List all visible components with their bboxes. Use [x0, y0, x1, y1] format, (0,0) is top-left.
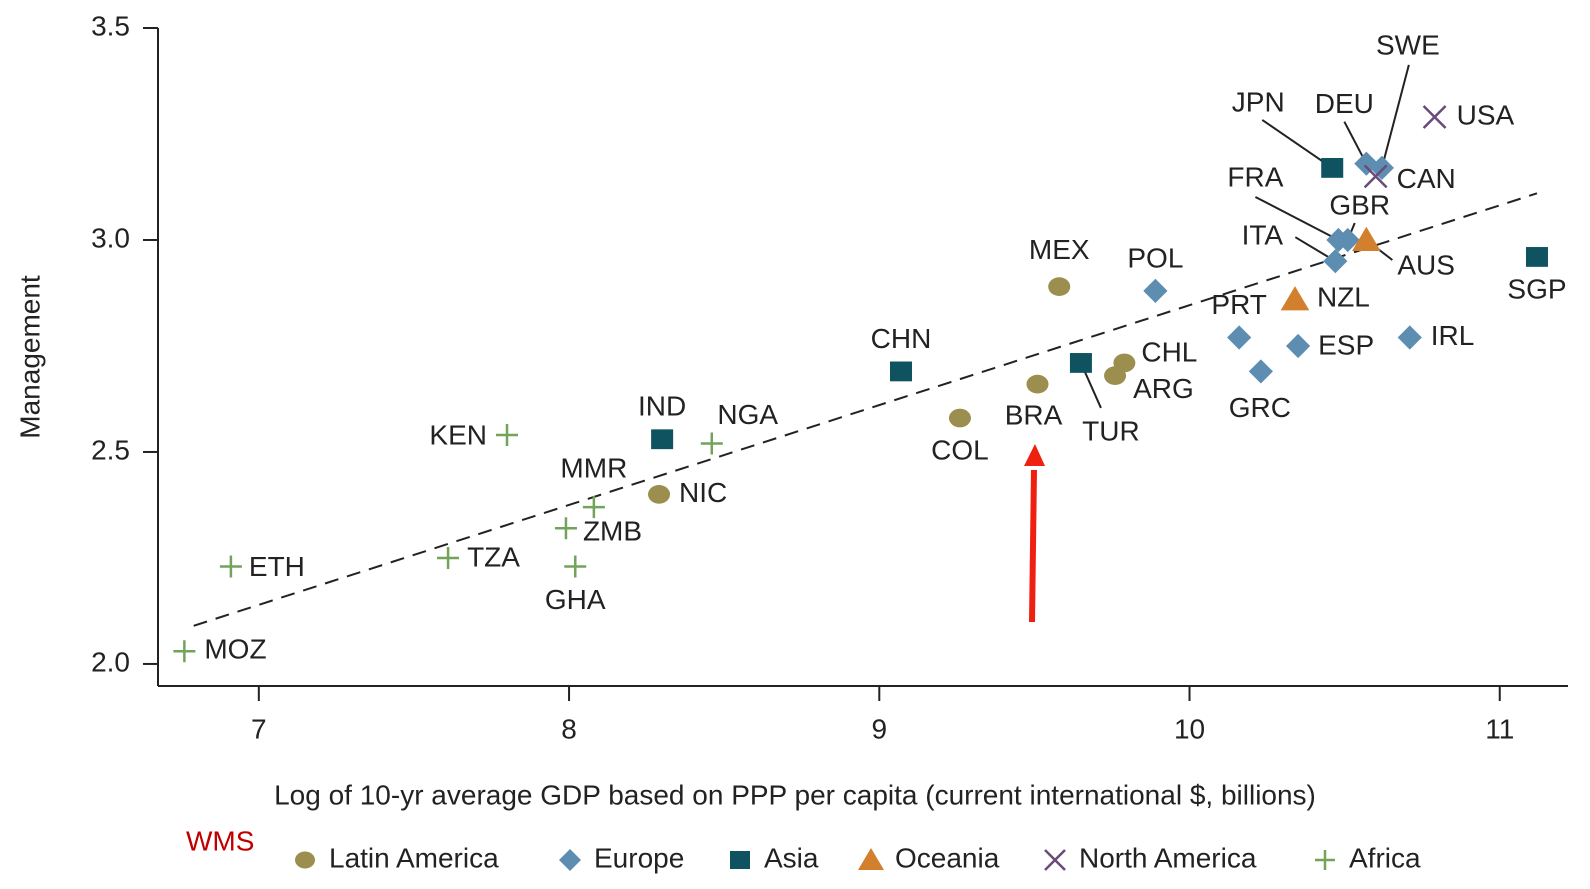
point-label: SWE [1376, 29, 1440, 60]
point [1352, 226, 1381, 251]
x-tick-label: 10 [1174, 713, 1205, 744]
point-label: NZL [1317, 282, 1370, 313]
x-tick-label: 9 [871, 713, 887, 744]
point [564, 555, 587, 578]
point-label: IRL [1431, 320, 1475, 351]
point-label: PRT [1211, 289, 1267, 320]
leader-line [1261, 119, 1333, 169]
legend-marker [730, 851, 750, 869]
y-tick-label: 3.0 [91, 222, 130, 253]
point-label: COL [931, 434, 989, 465]
point-label: ZMB [583, 516, 642, 547]
point-label: KEN [429, 419, 487, 450]
legend-label: Latin America [329, 842, 499, 873]
point [1397, 325, 1422, 350]
point-label: GHA [545, 584, 606, 615]
point-label: AUS [1397, 249, 1455, 280]
point [1143, 278, 1168, 303]
point-label: SGP [1507, 273, 1566, 304]
point [1525, 247, 1548, 267]
point [554, 517, 577, 540]
point [1321, 158, 1344, 178]
point [1026, 374, 1049, 394]
point [890, 361, 913, 382]
point [948, 408, 971, 428]
point [1280, 286, 1310, 311]
point [1323, 249, 1348, 274]
point-label: JPN [1232, 86, 1285, 117]
point [1227, 325, 1252, 350]
point-label: MOZ [204, 634, 266, 665]
point [173, 640, 196, 663]
y-tick-label: 2.5 [91, 434, 130, 465]
point [648, 485, 671, 504]
point [651, 429, 674, 450]
point [1335, 227, 1360, 253]
point [1248, 359, 1273, 384]
legend-marker [1044, 849, 1066, 871]
x-tick-label: 7 [251, 713, 267, 744]
point [496, 424, 519, 447]
point [1069, 353, 1092, 373]
arrow-shaft [1029, 469, 1037, 623]
legend-marker [858, 848, 884, 870]
point [437, 546, 460, 569]
point-label: GBR [1329, 189, 1390, 220]
point-label: TZA [467, 541, 520, 572]
point-label: IND [638, 391, 686, 422]
point [1363, 164, 1388, 189]
point-label: BRA [1005, 400, 1063, 431]
legend-label: North America [1079, 842, 1257, 873]
annotation: WMS [186, 825, 254, 856]
legend-label: Europe [594, 842, 684, 873]
point-label: NGA [717, 399, 778, 430]
x-tick-label: 8 [561, 713, 577, 744]
point-label: POL [1127, 242, 1183, 273]
point-label: USA [1457, 99, 1515, 130]
legend-label: Asia [764, 842, 819, 873]
x-axis-title: Log of 10-yr average GDP based on PPP pe… [274, 779, 1316, 810]
arrow [1024, 444, 1045, 623]
point [1048, 277, 1071, 296]
legend-label: Africa [1349, 842, 1421, 873]
legend-marker [1315, 850, 1335, 870]
point-label: CHN [871, 323, 932, 354]
point-label: ITA [1242, 220, 1284, 251]
y-tick-label: 2.0 [91, 646, 130, 677]
point-label: ETH [249, 551, 305, 582]
point-label: TUR [1082, 415, 1140, 446]
point-label: FRA [1227, 161, 1283, 192]
point-label: CAN [1397, 163, 1456, 194]
y-tick-label: 3.5 [91, 10, 130, 41]
point [219, 555, 242, 578]
legend-marker [559, 849, 581, 871]
legend-label: Oceania [895, 842, 1000, 873]
point [1285, 333, 1311, 359]
point [1354, 151, 1379, 176]
trend-line [193, 192, 1538, 627]
point-label: ARG [1133, 373, 1194, 404]
point-label: MEX [1029, 234, 1090, 265]
point [700, 432, 723, 455]
legend-marker [295, 851, 315, 869]
point [1104, 366, 1127, 386]
leader-line [1254, 196, 1339, 241]
point-label: DEU [1315, 88, 1374, 119]
x-tick-label: 11 [1485, 713, 1514, 744]
point-label: NIC [679, 477, 727, 508]
point-label: MMR [560, 452, 627, 483]
point-label: ESP [1318, 329, 1374, 360]
y-axis-title: Management [14, 275, 45, 439]
point-label: GRC [1229, 392, 1291, 423]
point [1422, 105, 1447, 129]
arrow-head [1024, 444, 1045, 466]
point-label: CHL [1141, 336, 1197, 367]
point [582, 496, 605, 519]
leader-line [1380, 64, 1410, 169]
